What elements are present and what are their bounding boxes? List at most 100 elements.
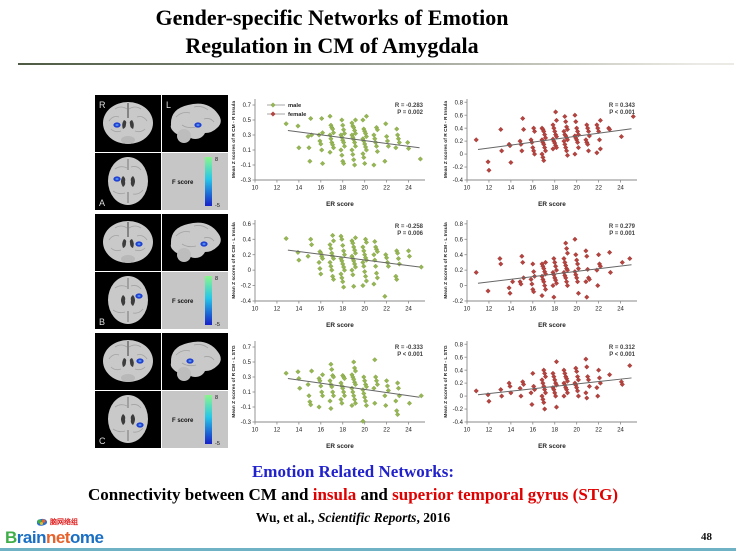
- svg-text:20: 20: [361, 307, 368, 313]
- svg-text:-0.2: -0.2: [453, 407, 464, 413]
- svg-text:24: 24: [405, 307, 412, 313]
- page-title: Gender-specific Networks of Emotion Regu…: [0, 4, 664, 59]
- scatter-chart-female-l-stg: 10 12 14 16 18 20 22 24 -0.4 -0.2 0 0.2 0.4 0.6 0.8 Mea…: [443, 341, 637, 450]
- svg-text:18: 18: [339, 307, 346, 313]
- orientation-label: L: [166, 100, 171, 110]
- panel-label: B: [99, 317, 105, 327]
- page-number: 48: [701, 531, 712, 543]
- svg-text:Mean Z scores of R CM - L STG: Mean Z scores of R CM - L STG: [443, 345, 449, 418]
- f-score-colorbar: F score 8 -5: [162, 272, 228, 329]
- brain-coronal-view: [95, 333, 161, 390]
- svg-text:22: 22: [595, 307, 602, 313]
- citation-part: , 2016: [416, 510, 451, 525]
- svg-text:18: 18: [339, 428, 346, 434]
- svg-text:0.4: 0.4: [455, 368, 464, 374]
- svg-text:24: 24: [405, 186, 412, 192]
- svg-text:16: 16: [529, 186, 536, 192]
- svg-text:0.7: 0.7: [243, 345, 252, 351]
- scatter-chart-male-r-insula: 10 12 14 16 18 20 22 24 -0.3 -0.1 0.1 0.3 0.5 0.7 Mean…: [231, 99, 425, 208]
- colorbar-label: F score: [172, 299, 194, 305]
- svg-text:18: 18: [551, 428, 558, 434]
- svg-text:-0.2: -0.2: [241, 284, 252, 290]
- logo-brand-segment: rain: [16, 528, 47, 547]
- svg-text:16: 16: [529, 307, 536, 313]
- svg-text:20: 20: [361, 186, 368, 192]
- svg-text:0.4: 0.4: [455, 126, 464, 132]
- brain-axial-view: A: [95, 153, 161, 210]
- brain-coronal-view: [95, 214, 161, 271]
- svg-text:18: 18: [551, 307, 558, 313]
- scatter-chart-female-l-insula: 10 12 14 16 18 20 22 24 -0.2 0 0.2 0.4 0.6 0.8 Mean Z …: [443, 220, 637, 329]
- panel-label: C: [99, 436, 106, 446]
- svg-text:0.1: 0.1: [243, 390, 252, 396]
- orientation-label: R: [99, 100, 106, 110]
- svg-text:ER score: ER score: [538, 443, 566, 450]
- svg-text:male: male: [288, 103, 302, 109]
- scatter-chart-female-r-insula: 10 12 14 16 18 20 22 24 -0.4 -0.2 0 0.2 0.4 0.6 0.8 Mea…: [443, 99, 637, 208]
- colorbar-min: -5: [215, 322, 220, 328]
- svg-text:-0.4: -0.4: [241, 299, 252, 305]
- svg-text:12: 12: [274, 428, 281, 434]
- logo-brand-segment: ome: [69, 528, 104, 547]
- svg-text:0.3: 0.3: [243, 375, 252, 381]
- svg-text:-0.2: -0.2: [453, 165, 464, 171]
- svg-text:0.8: 0.8: [455, 342, 464, 348]
- brain-panel-group-C: C F score 8 -5: [95, 333, 228, 448]
- svg-text:0.3: 0.3: [243, 133, 252, 139]
- footer-text-part: and: [356, 485, 393, 504]
- footer-heading: Emotion Related Networks:: [251, 462, 455, 481]
- svg-text:0.6: 0.6: [455, 113, 464, 119]
- svg-text:22: 22: [383, 186, 390, 192]
- svg-text:0.2: 0.2: [455, 268, 464, 274]
- svg-text:0.8: 0.8: [455, 222, 464, 228]
- svg-text:R = 0.312: R = 0.312: [609, 345, 636, 351]
- svg-text:24: 24: [405, 428, 412, 434]
- scatter-chart-male-l-stg: 10 12 14 16 18 20 22 24 -0.3 -0.1 0.1 0.3 0.5 0.7 Mean…: [231, 341, 425, 450]
- svg-text:12: 12: [274, 186, 281, 192]
- svg-text:Mean Z scores of R CM - L STG: Mean Z scores of R CM - L STG: [231, 345, 237, 418]
- svg-text:0.1: 0.1: [243, 148, 252, 154]
- svg-text:Mean Z scores of R CM - R Insu: Mean Z scores of R CM - R Insula: [231, 101, 237, 178]
- colorbar-max: 8: [215, 395, 218, 401]
- svg-text:10: 10: [464, 307, 471, 313]
- svg-text:12: 12: [274, 307, 281, 313]
- logo-brand-segment: B: [5, 528, 17, 547]
- brain-coronal-view: R: [95, 95, 161, 152]
- svg-text:14: 14: [296, 307, 303, 313]
- svg-text:0.5: 0.5: [243, 360, 252, 366]
- logo-top-row: 脑网络组: [35, 517, 103, 528]
- svg-text:0.8: 0.8: [455, 100, 464, 106]
- svg-text:0.2: 0.2: [455, 381, 464, 387]
- svg-text:12: 12: [486, 428, 493, 434]
- svg-text:0: 0: [460, 284, 464, 290]
- svg-text:R = 0.343: R = 0.343: [609, 103, 636, 109]
- svg-text:14: 14: [508, 428, 515, 434]
- brain-panel-group-A: R L A F score 8 -5: [95, 95, 228, 210]
- svg-text:ER score: ER score: [538, 322, 566, 329]
- colorbar-max: 8: [215, 276, 218, 282]
- colorbar-min: -5: [215, 441, 220, 447]
- logo-chinese-text: 脑网络组: [50, 519, 78, 526]
- svg-text:14: 14: [296, 186, 303, 192]
- svg-text:0: 0: [460, 394, 464, 400]
- svg-text:P < 0.001: P < 0.001: [609, 352, 635, 358]
- footer-text-part: superior temporal gyrus (STG): [392, 485, 619, 504]
- brain-panels-column: R L A F score 8 -5: [95, 95, 228, 448]
- brain-axial-view: C: [95, 391, 161, 448]
- panel-label: A: [99, 198, 105, 208]
- brain-icon: [36, 518, 48, 526]
- svg-text:0.4: 0.4: [455, 253, 464, 259]
- svg-text:0.7: 0.7: [243, 103, 252, 109]
- svg-text:0.2: 0.2: [243, 253, 252, 259]
- colorbar-min: -5: [215, 203, 220, 209]
- svg-text:-0.4: -0.4: [453, 178, 464, 184]
- bottom-accent-bar: [0, 548, 736, 551]
- title-line-1: Gender-specific Networks of Emotion: [155, 5, 509, 30]
- svg-text:Mean Z scores of R CM - L Insu: Mean Z scores of R CM - L Insula: [231, 222, 237, 299]
- svg-text:14: 14: [508, 186, 515, 192]
- svg-text:18: 18: [551, 186, 558, 192]
- svg-text:ER score: ER score: [326, 201, 354, 208]
- svg-text:0.6: 0.6: [455, 237, 464, 243]
- svg-text:0.2: 0.2: [455, 139, 464, 145]
